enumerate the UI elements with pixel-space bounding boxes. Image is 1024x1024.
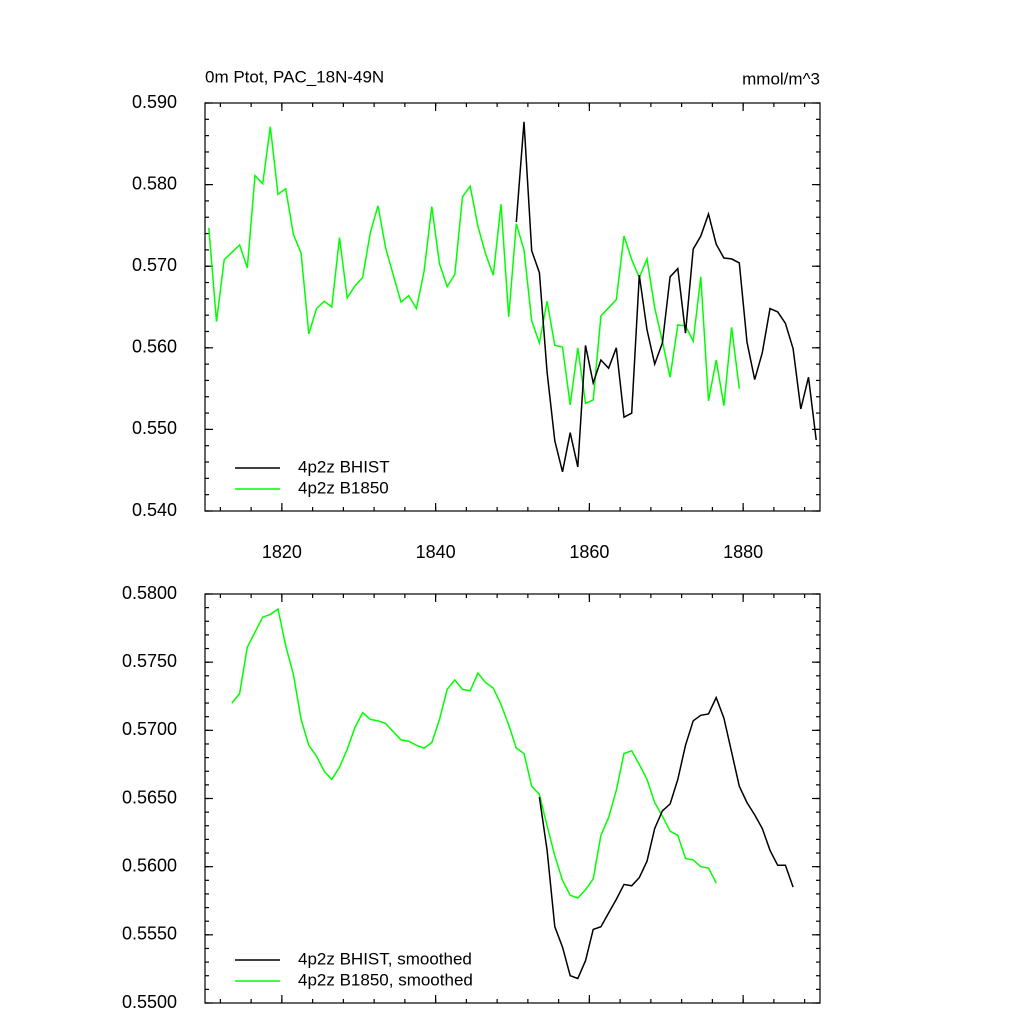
y-tick-label: 0.5700 (122, 719, 177, 739)
x-tick-label: 1820 (262, 542, 302, 562)
y-tick-label: 0.5750 (122, 651, 177, 671)
y-tick-label: 0.580 (132, 173, 177, 193)
y-tick-label: 0.550 (132, 418, 177, 438)
data-line (231, 607, 717, 899)
y-tick-label: 0.5800 (122, 583, 177, 603)
legend-label: 4p2z BHIST, smoothed (298, 949, 472, 968)
y-tick-label: 0.5500 (122, 992, 177, 1012)
plot-frame (204, 102, 821, 512)
x-tick-label: 1880 (723, 542, 763, 562)
y-tick-label: 0.5550 (122, 924, 177, 944)
y-tick-label: 0.590 (132, 92, 177, 112)
legend-label: 4p2z B1850, smoothed (298, 970, 473, 989)
chart-title: 0m Ptot, PAC_18N-49N (205, 67, 384, 86)
plot-frame (204, 593, 821, 1004)
y-tick-label: 0.540 (132, 500, 177, 520)
x-tick-label: 1860 (569, 542, 609, 562)
units-label: mmol/m^3 (742, 69, 820, 88)
y-tick-label: 0.5600 (122, 855, 177, 875)
y-tick-label: 0.5650 (122, 787, 177, 807)
legend-label: 4p2z B1850 (298, 478, 389, 497)
y-tick-label: 0.570 (132, 255, 177, 275)
legend-label: 4p2z BHIST (298, 457, 390, 476)
x-tick-label: 1840 (416, 542, 456, 562)
data-line (538, 695, 794, 980)
y-tick-label: 0.560 (132, 337, 177, 357)
data-line (515, 121, 817, 472)
data-line (208, 126, 741, 406)
